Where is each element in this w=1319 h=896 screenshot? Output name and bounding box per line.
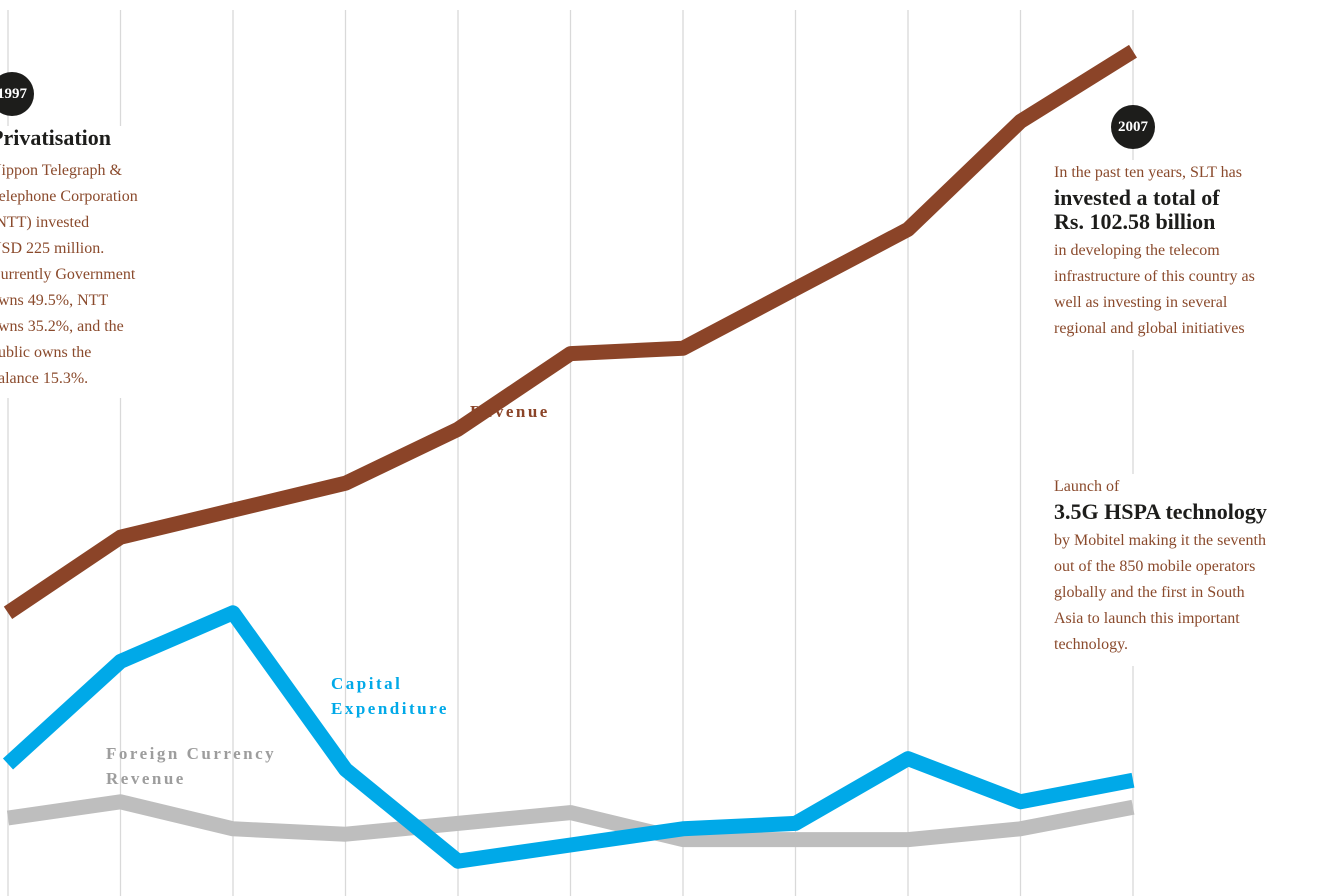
capex-series-label-line2: Expenditure [331,699,449,718]
year-badge-text: 1997 [0,85,27,102]
fx-series-label-line1: Foreign Currency [106,744,276,763]
year-badge-2007: 2007 [1111,105,1155,149]
revenue-series-label: Revenue [470,402,550,421]
hspa-intro: Launch of [1054,478,1120,495]
investment-line: infrastructure of this country as [1054,268,1255,285]
privatisation-line: owns 35.2%, and the [0,318,124,335]
hspa-line: globally and the first in South [1054,584,1245,601]
hspa-line: out of the 850 mobile operators [1054,558,1256,575]
privatisation-line: (NTT) invested [0,214,90,231]
privatisation-heading: Privatisation [0,125,111,150]
investment-intro: In the past ten years, SLT has [1054,164,1242,181]
privatisation-line: Telephone Corporation [0,188,138,205]
hspa-line: Asia to launch this important [1054,610,1240,627]
fx-series-label-line2: Revenue [106,769,186,788]
privatisation-line: owns 49.5%, NTT [0,292,109,309]
series-lines [2,44,1137,869]
privatisation-line: Nippon Telegraph & [0,162,122,179]
year-badge-1997: 1997 [0,72,34,116]
investment-note: In the past ten years, SLT has invested … [1054,160,1314,350]
privatisation-line: balance 15.3%. [0,370,89,387]
investment-heading-line2: Rs. 102.58 billion [1054,209,1216,234]
year-badge-text: 2007 [1118,118,1148,135]
investment-line: well as investing in several [1054,294,1228,311]
privatisation-line: Currently Government [0,266,136,283]
hspa-line: by Mobitel making it the seventh [1054,532,1266,549]
hspa-line: technology. [1054,636,1129,653]
investment-line: in developing the telecom [1054,242,1220,259]
investment-heading-line1: invested a total of [1054,185,1220,210]
hspa-heading: 3.5G HSPA technology [1054,499,1267,524]
investment-line: regional and global initiatives [1054,320,1245,337]
capex-series-label-line1: Capital [331,674,402,693]
privatisation-note: Privatisation Nippon Telegraph & Telepho… [0,126,180,398]
hspa-note: Launch of 3.5G HSPA technology by Mobite… [1054,474,1316,666]
privatisation-line: public owns the [0,344,92,361]
privatisation-line: USD 225 million. [0,240,105,257]
